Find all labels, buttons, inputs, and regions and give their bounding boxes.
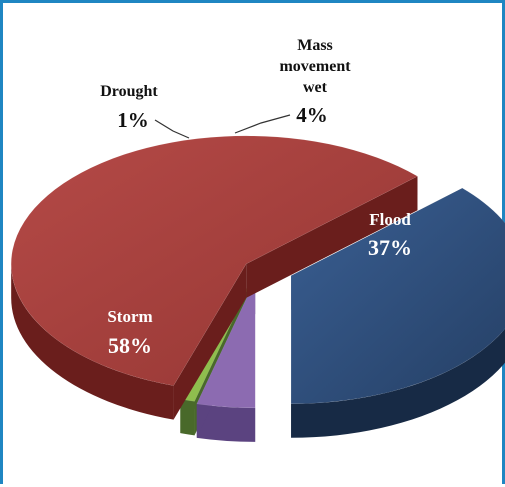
slice-top xyxy=(10,135,419,386)
pie-chart: Flood 37% Storm 58% Drought 1% Mass movement wet… xyxy=(10,37,505,442)
slice-face xyxy=(173,263,247,420)
pie-slice-flood xyxy=(290,187,505,438)
slice-side xyxy=(196,403,256,442)
label-mass-value: 4% xyxy=(296,103,328,127)
pie-slice-mass-movement-wet xyxy=(196,279,256,442)
label-storm-name: Storm xyxy=(107,307,152,326)
label-drought-name: Drought xyxy=(100,83,158,100)
label-flood-value: 37% xyxy=(368,235,412,260)
label-mass-line-2: movement xyxy=(279,58,351,75)
slice-face xyxy=(246,176,418,298)
label-mass-line-3: wet xyxy=(303,79,328,96)
label-mass-line-1: Mass xyxy=(297,37,333,54)
slice-top xyxy=(196,279,256,409)
pie-slice-storm xyxy=(10,135,419,420)
slice-top xyxy=(290,187,505,405)
slice-side xyxy=(291,328,505,438)
label-flood-name: Flood xyxy=(369,210,411,229)
slice-side xyxy=(11,263,174,420)
leader-line-drought xyxy=(154,119,190,139)
leader-line-mass-movement xyxy=(234,114,291,134)
label-drought-value: 1% xyxy=(117,108,149,132)
label-storm-value: 58% xyxy=(108,333,152,358)
